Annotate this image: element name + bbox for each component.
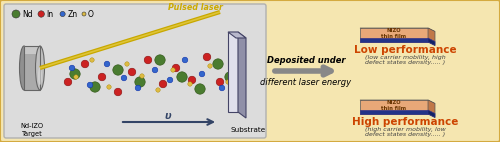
Circle shape — [74, 75, 78, 79]
Polygon shape — [360, 100, 435, 104]
Circle shape — [226, 80, 230, 84]
Polygon shape — [360, 28, 428, 42]
Circle shape — [172, 64, 180, 72]
Circle shape — [70, 69, 80, 79]
Text: NIZO
thin film: NIZO thin film — [382, 28, 406, 39]
Circle shape — [107, 85, 111, 89]
Polygon shape — [228, 32, 238, 112]
Circle shape — [233, 85, 243, 95]
Circle shape — [167, 77, 173, 83]
Text: Nd-IZO
Target: Nd-IZO Target — [20, 123, 44, 137]
Circle shape — [104, 61, 110, 67]
Circle shape — [135, 85, 141, 91]
Circle shape — [188, 82, 192, 86]
Circle shape — [125, 62, 129, 66]
Circle shape — [12, 10, 20, 18]
Text: O: O — [88, 10, 94, 18]
Circle shape — [82, 12, 86, 16]
Polygon shape — [238, 32, 246, 118]
Circle shape — [38, 11, 44, 17]
Circle shape — [232, 64, 240, 72]
Polygon shape — [24, 46, 40, 90]
Polygon shape — [360, 110, 428, 114]
Circle shape — [216, 78, 224, 86]
Circle shape — [188, 76, 196, 84]
FancyBboxPatch shape — [4, 4, 266, 138]
Text: different laser energy: different laser energy — [260, 78, 352, 86]
Circle shape — [155, 55, 165, 65]
Circle shape — [203, 53, 211, 61]
Circle shape — [177, 72, 187, 82]
Text: (high carrier mobility, low
defect states density..... ): (high carrier mobility, low defect state… — [364, 127, 446, 137]
Text: Nd: Nd — [22, 10, 32, 18]
Text: Substrate: Substrate — [230, 127, 266, 133]
Circle shape — [144, 56, 152, 64]
Ellipse shape — [36, 46, 44, 90]
Text: Pulsed laser: Pulsed laser — [168, 3, 224, 12]
Circle shape — [128, 68, 136, 76]
Circle shape — [235, 74, 241, 80]
Text: In: In — [46, 10, 54, 18]
Circle shape — [60, 11, 65, 17]
Ellipse shape — [38, 67, 42, 85]
Polygon shape — [24, 46, 40, 54]
Circle shape — [81, 60, 89, 68]
Circle shape — [64, 78, 72, 86]
Polygon shape — [428, 38, 435, 45]
Circle shape — [208, 64, 212, 68]
Polygon shape — [228, 32, 246, 38]
Circle shape — [87, 82, 93, 88]
Circle shape — [199, 71, 205, 77]
Text: Zn: Zn — [67, 10, 78, 18]
Circle shape — [98, 73, 106, 81]
Text: (low carrier mobility, high
defect states density..... ): (low carrier mobility, high defect state… — [364, 55, 446, 65]
Polygon shape — [360, 28, 435, 32]
Circle shape — [156, 88, 160, 92]
Circle shape — [121, 75, 127, 81]
Polygon shape — [428, 110, 435, 117]
Polygon shape — [428, 28, 435, 45]
Text: Deposited under: Deposited under — [267, 56, 345, 64]
Circle shape — [113, 65, 123, 75]
Circle shape — [182, 57, 188, 63]
Circle shape — [152, 67, 158, 73]
Circle shape — [219, 85, 225, 91]
Text: Low performance: Low performance — [354, 45, 457, 55]
Circle shape — [114, 88, 122, 96]
Circle shape — [195, 84, 205, 94]
Circle shape — [69, 65, 75, 71]
Polygon shape — [360, 100, 428, 114]
Circle shape — [140, 74, 144, 78]
Ellipse shape — [20, 46, 28, 90]
Circle shape — [135, 77, 145, 87]
Polygon shape — [360, 38, 428, 42]
Circle shape — [159, 80, 167, 88]
Circle shape — [171, 68, 175, 72]
Circle shape — [239, 62, 243, 66]
Text: υ: υ — [164, 111, 172, 121]
Circle shape — [90, 58, 94, 62]
Text: NIZO
thin film: NIZO thin film — [382, 100, 406, 111]
Circle shape — [225, 72, 235, 82]
Text: High performance: High performance — [352, 117, 458, 127]
Circle shape — [90, 82, 100, 92]
Circle shape — [213, 59, 223, 69]
Polygon shape — [428, 100, 435, 117]
